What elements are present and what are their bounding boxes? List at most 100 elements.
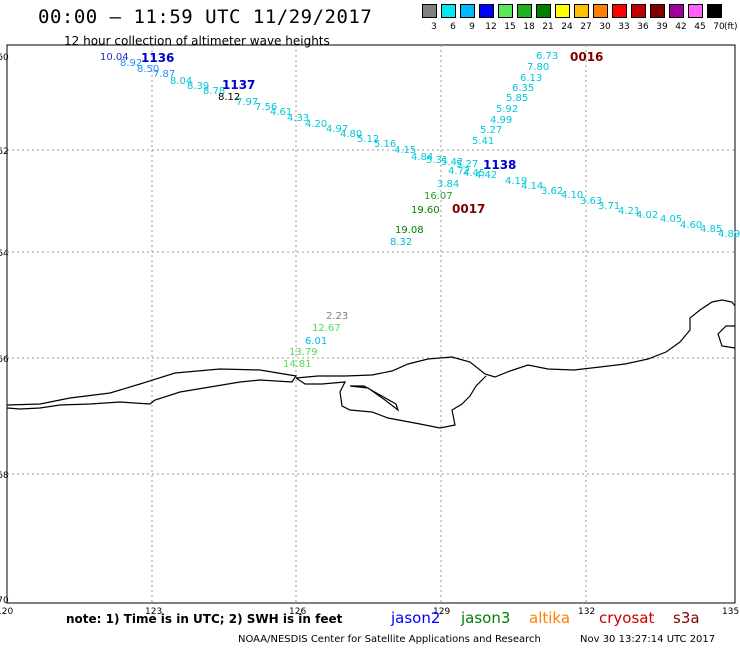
swh-label: 4.72 (448, 166, 470, 177)
swh-label: 19.60 (411, 205, 440, 216)
swh-label: 19.08 (395, 225, 424, 236)
swh-label: 4.60 (680, 220, 702, 231)
lat-label: -62 (0, 147, 9, 157)
scale-swatch (517, 4, 532, 18)
legend-jason3: jason3 (461, 609, 511, 627)
scale-swatch (688, 4, 703, 18)
swh-label: 4.45 (463, 168, 485, 179)
scale-swatch (441, 4, 456, 18)
swh-label: 4.84 (411, 152, 433, 163)
swh-label: 14.81 (283, 359, 312, 370)
scale-label: 18 (523, 22, 535, 32)
scale-label: 30 (599, 22, 611, 32)
scale-label: 15 (504, 22, 516, 32)
swh-label: 8.50 (137, 64, 159, 75)
legend-s3a: s3a (673, 609, 700, 627)
graticule (7, 45, 735, 603)
swh-label: 13.79 (289, 347, 318, 358)
scale-label: 6 (450, 22, 456, 32)
scale-swatch (612, 4, 627, 18)
lat-label: -66 (0, 355, 9, 365)
swh-label: 4.05 (660, 214, 682, 225)
swh-label: 4.10 (561, 190, 583, 201)
scale-label: 70 (713, 22, 725, 32)
scale-label: 27 (580, 22, 592, 32)
lat-label: -68 (0, 471, 9, 481)
swh-label: 7.80 (527, 62, 549, 73)
swh-label: 5.16 (374, 139, 396, 150)
swh-label: 5.31 (426, 155, 448, 166)
swh-label: 4.42 (475, 170, 497, 181)
scale-swatch (707, 4, 722, 18)
swh-label: 4.14 (521, 181, 543, 192)
legend-jason2: jason2 (391, 609, 441, 627)
lon-label: 123 (145, 607, 162, 617)
swh-label: 4.97 (326, 124, 348, 135)
scale-swatch (422, 4, 437, 18)
scale-swatch (479, 4, 494, 18)
scale-swatch (555, 4, 570, 18)
swh-label: 4.99 (490, 115, 512, 126)
swh-label: 4.80 (340, 129, 362, 140)
scale-label: 3 (431, 22, 437, 32)
lon-label: 129 (433, 607, 450, 617)
scale-swatch (593, 4, 608, 18)
swh-label: 5.85 (506, 93, 528, 104)
swh-label: 3.62 (541, 186, 563, 197)
lat-label: -60 (0, 53, 9, 63)
swh-label: 7.87 (153, 69, 175, 80)
scale-label: 33 (618, 22, 630, 32)
pass-time-label: 0016 (570, 50, 603, 64)
swh-label: 4.19 (505, 176, 527, 187)
swh-label: 3.63 (580, 196, 602, 207)
swh-label: 4.15 (394, 145, 416, 156)
scale-swatch (498, 4, 513, 18)
lat-label: -64 (0, 249, 9, 259)
swh-label: 8.32 (390, 237, 412, 248)
swh-label: 12.67 (312, 323, 341, 334)
swh-label: 4.61 (270, 107, 292, 118)
footnote: note: 1) Time is in UTC; 2) SWH is in fe… (66, 612, 343, 626)
swh-label: 4.85 (700, 224, 722, 235)
map-title: 00:00 – 11:59 UTC 11/29/2017 (38, 6, 373, 28)
swh-label: 5.12 (357, 134, 379, 145)
pass-time-label: 1138 (483, 158, 516, 172)
swh-label: 4.89 (718, 229, 740, 240)
swh-label: 5.41 (472, 136, 494, 147)
swh-label: 5.27 (456, 159, 478, 170)
scale-label: 45 (694, 22, 706, 32)
scale-swatch (536, 4, 551, 18)
swh-label: 6.01 (305, 336, 327, 347)
swh-label: 16.07 (424, 191, 453, 202)
scale-label: 12 (485, 22, 497, 32)
lat-label: -70 (0, 596, 9, 606)
swh-label: 4.33 (287, 113, 309, 124)
scale-swatch (631, 4, 646, 18)
antarctic-coastline (6, 299, 736, 429)
pass-time-label: 1137 (222, 78, 255, 92)
scale-label: 24 (561, 22, 573, 32)
swh-label: 3.84 (437, 179, 459, 190)
swh-label: 7.97 (236, 97, 258, 108)
scale-swatch (669, 4, 684, 18)
lon-label: 126 (289, 607, 306, 617)
swh-label: 4.20 (305, 119, 327, 130)
swh-label: 8.78 (203, 86, 225, 97)
legend-cryosat: cryosat (599, 609, 655, 627)
swh-label: 4.21 (618, 206, 640, 217)
swh-label: 5.42 (441, 157, 463, 168)
swh-label: 8.92 (120, 58, 142, 69)
pass-time-label: 0017 (452, 202, 485, 216)
credit-line: NOAA/NESDIS Center for Satellite Applica… (238, 634, 541, 645)
swh-label: 2.23 (326, 311, 348, 322)
scale-label: 9 (469, 22, 475, 32)
swh-label: 5.92 (496, 104, 518, 115)
scale-label: 21 (542, 22, 554, 32)
map-frame (6, 44, 736, 604)
swh-label: 6.73 (536, 51, 558, 62)
lon-label: 120 (0, 607, 13, 617)
scale-swatch (650, 4, 665, 18)
swh-label: 8.04 (170, 76, 192, 87)
pass-time-label: 1136 (141, 51, 174, 65)
